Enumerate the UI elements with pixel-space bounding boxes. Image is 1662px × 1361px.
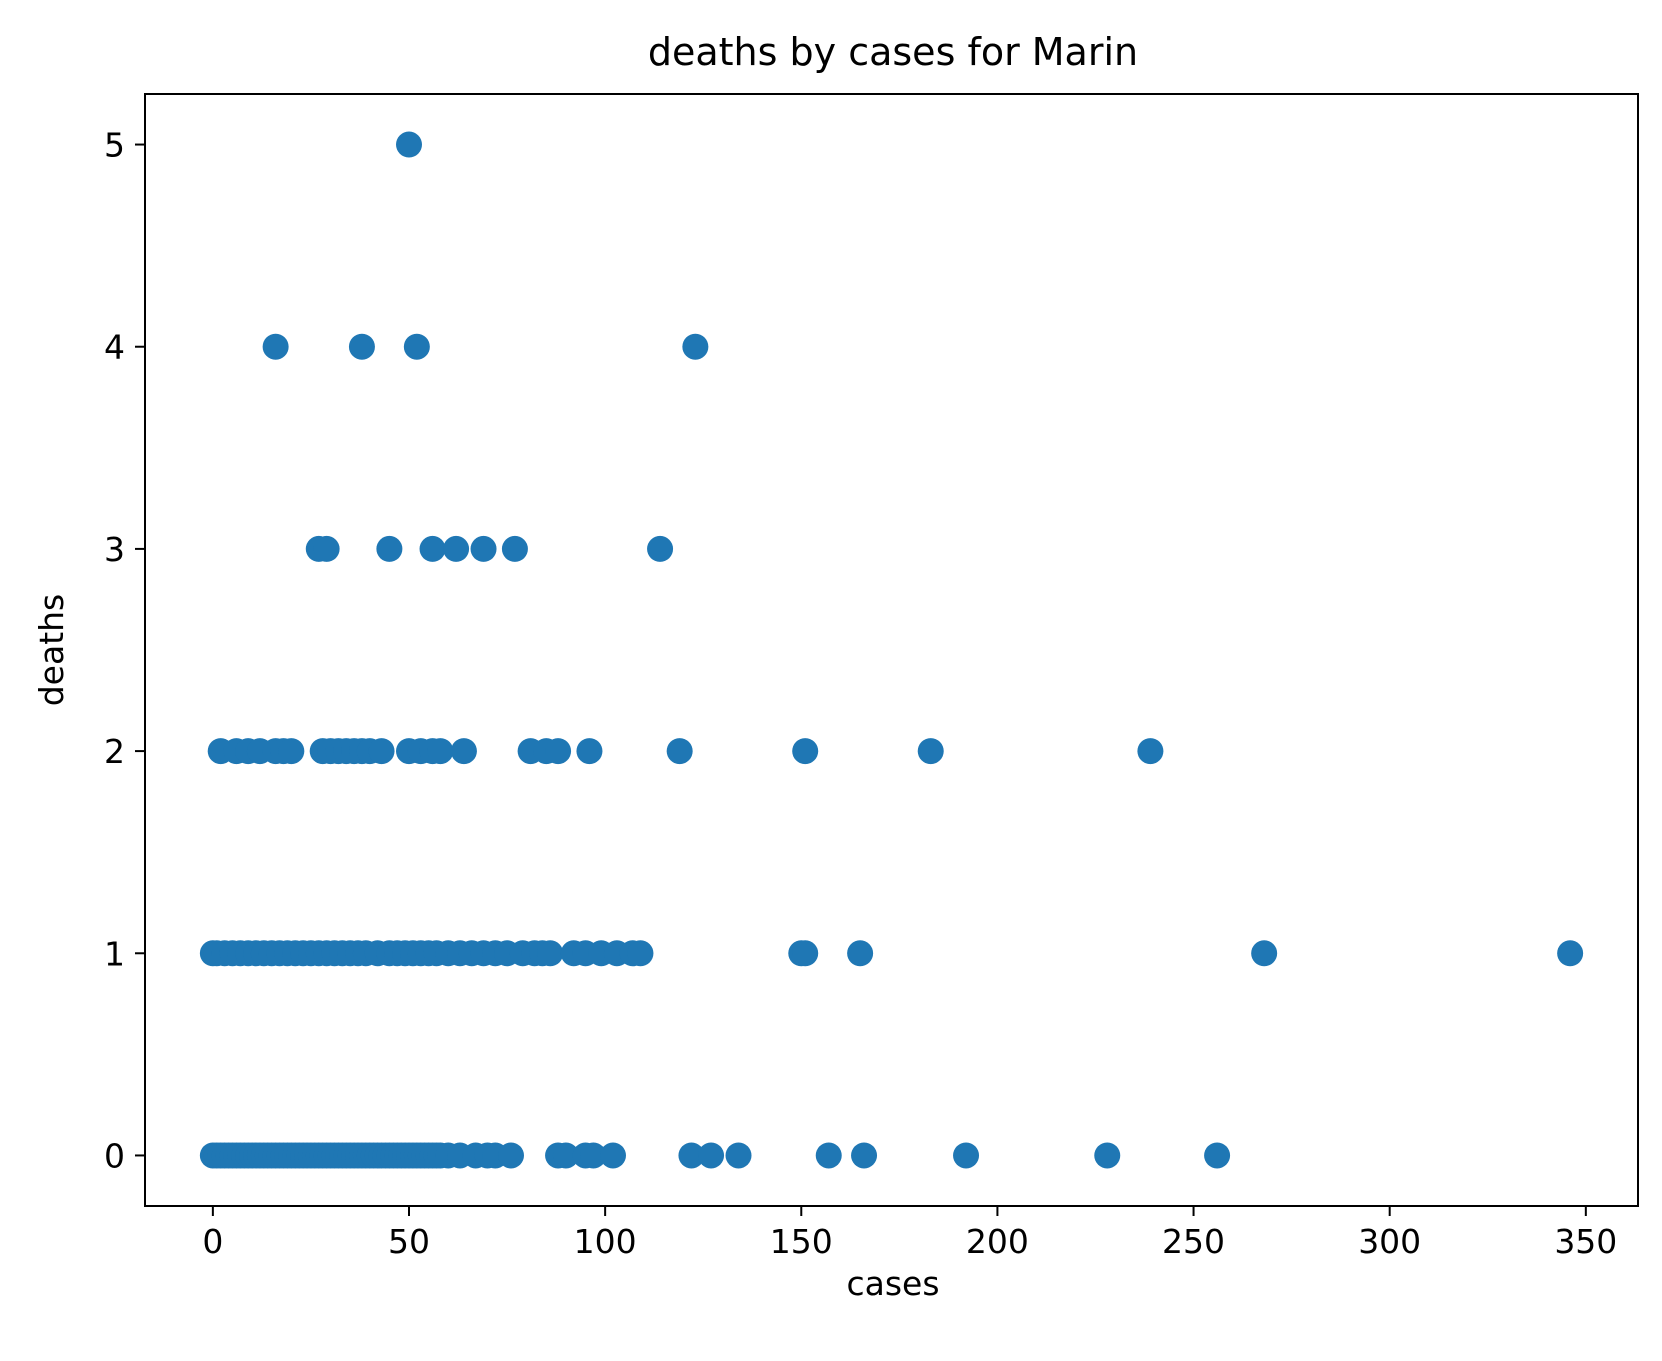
x-tick-label: 300 [1358, 1222, 1421, 1261]
data-point [1251, 940, 1278, 967]
data-point [376, 535, 403, 562]
x-axis-ticks: 0 50 100 150 200 250 300 350 [202, 1206, 1617, 1261]
x-tick-label: 150 [770, 1222, 833, 1261]
data-point [576, 738, 603, 765]
data-point [1557, 940, 1584, 967]
chart-title: deaths by cases for Marin [648, 30, 1138, 74]
data-point [917, 738, 944, 765]
y-tick-label: 4 [104, 328, 125, 367]
y-axis-ticks: 0 1 2 3 4 5 [104, 126, 145, 1175]
data-point [368, 738, 395, 765]
data-point [1204, 1142, 1231, 1169]
data-point [396, 131, 423, 158]
data-point [815, 1142, 842, 1169]
data-point [1094, 1142, 1121, 1169]
data-point [278, 738, 305, 765]
data-point [427, 738, 454, 765]
points-layer [199, 131, 1584, 1169]
data-point [537, 940, 564, 967]
data-point [953, 1142, 980, 1169]
data-point [599, 1142, 626, 1169]
x-tick-label: 200 [966, 1222, 1029, 1261]
data-point [419, 535, 446, 562]
data-point [1137, 738, 1164, 765]
plot-frame [144, 93, 1639, 1207]
data-point [851, 1142, 878, 1169]
x-tick-label: 250 [1162, 1222, 1225, 1261]
data-point [443, 535, 470, 562]
data-point [725, 1142, 752, 1169]
data-point [698, 1142, 725, 1169]
data-point [552, 1142, 579, 1169]
x-tick-label: 350 [1554, 1222, 1617, 1261]
y-axis-label: deaths [32, 594, 71, 707]
data-point [403, 333, 430, 360]
data-point [501, 535, 528, 562]
y-tick-label: 2 [104, 732, 125, 771]
data-point [792, 940, 819, 967]
x-axis-label: cases [846, 1264, 939, 1303]
data-point [627, 940, 654, 967]
y-tick-label: 1 [104, 934, 125, 973]
data-point [262, 333, 289, 360]
data-point [666, 738, 693, 765]
data-point [470, 535, 497, 562]
data-point [792, 738, 819, 765]
y-tick-label: 0 [104, 1136, 125, 1175]
data-point [647, 535, 674, 562]
y-tick-label: 3 [104, 530, 125, 569]
data-point [450, 738, 477, 765]
data-point [545, 738, 572, 765]
data-point [682, 333, 709, 360]
x-tick-label: 100 [574, 1222, 637, 1261]
data-point [847, 940, 874, 967]
x-tick-label: 0 [202, 1222, 223, 1261]
x-tick-label: 50 [388, 1222, 430, 1261]
data-point [497, 1142, 524, 1169]
data-point [580, 1142, 607, 1169]
data-point [313, 535, 340, 562]
data-point [348, 333, 375, 360]
data-point [678, 1142, 705, 1169]
y-tick-label: 5 [104, 126, 125, 165]
